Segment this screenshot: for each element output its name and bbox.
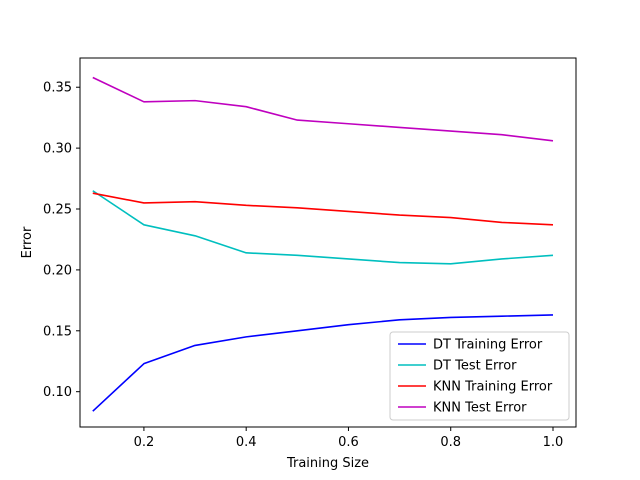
legend-label-2: DT Test Error bbox=[433, 359, 517, 374]
legend-label-3: KNN Training Error bbox=[433, 380, 553, 395]
y-tick-label: 0.30 bbox=[43, 142, 72, 157]
x-tick-label: 0.2 bbox=[134, 435, 155, 450]
y-tick-label: 0.35 bbox=[43, 81, 72, 96]
x-axis-label: Training Size bbox=[286, 456, 369, 471]
legend-label-1: DT Training Error bbox=[433, 338, 543, 353]
y-axis: 0.10 0.15 0.20 0.25 0.30 0.35 bbox=[43, 81, 80, 400]
series-line-1 bbox=[92, 314, 554, 412]
y-tick-label: 0.10 bbox=[43, 385, 72, 400]
x-axis: 0.2 0.4 0.6 0.8 1.0 bbox=[134, 427, 564, 450]
legend-box bbox=[389, 331, 570, 421]
legend: DT Training Error DT Test Error KNN Traini… bbox=[389, 331, 570, 421]
series-line-2 bbox=[92, 190, 554, 265]
x-tick-label: 1.0 bbox=[543, 435, 564, 450]
y-tick-label: 0.15 bbox=[43, 324, 72, 339]
x-tick-label: 0.6 bbox=[338, 435, 359, 450]
y-axis-label: Error bbox=[20, 226, 35, 258]
legend-label-4: KNN Test Error bbox=[433, 401, 527, 416]
x-tick-label: 0.4 bbox=[236, 435, 257, 450]
series-line-4 bbox=[92, 76, 554, 142]
y-tick-label: 0.20 bbox=[43, 263, 72, 278]
series-layer bbox=[92, 76, 554, 412]
x-tick-label: 0.8 bbox=[440, 435, 461, 450]
series-line-3 bbox=[92, 192, 554, 226]
y-tick-label: 0.25 bbox=[43, 203, 72, 218]
plot-frame bbox=[79, 57, 577, 428]
